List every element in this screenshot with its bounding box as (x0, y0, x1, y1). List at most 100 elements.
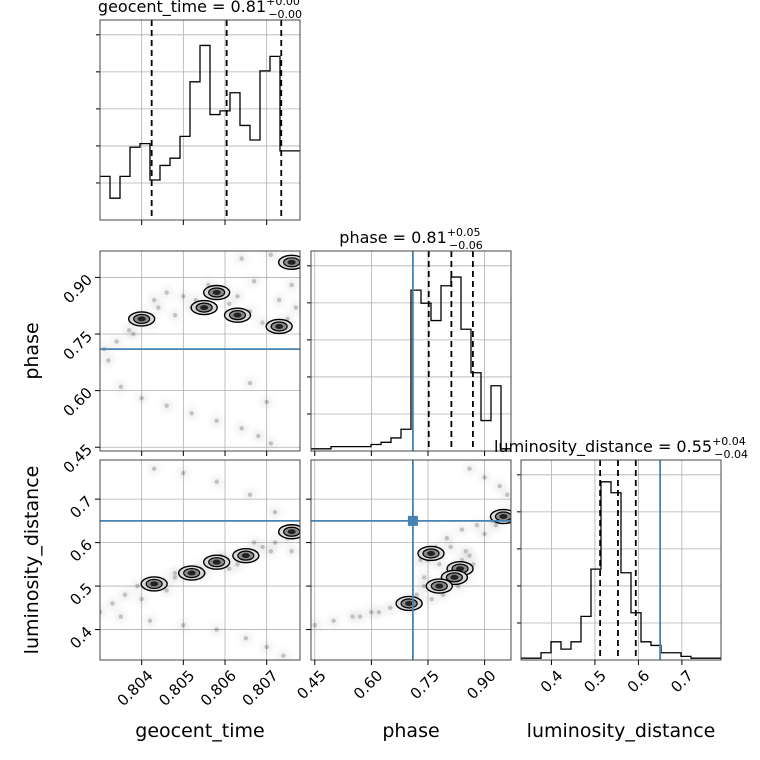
contour-core (287, 529, 296, 535)
x-tick-label: 0.7 (667, 667, 697, 697)
density-blob (127, 328, 140, 341)
density-blob (210, 414, 223, 427)
density-blob (248, 536, 261, 549)
x-tick-label: 0.60 (350, 667, 386, 703)
density-blob (160, 286, 173, 299)
contour-core (150, 581, 159, 587)
density-blob (110, 335, 123, 348)
panel-frame (310, 459, 512, 661)
contour-core (212, 559, 221, 565)
density-blob (273, 294, 286, 307)
density-blob (131, 580, 144, 593)
panel-frame (99, 19, 301, 221)
density-blob (177, 619, 190, 632)
density-blob (463, 462, 476, 475)
y-tick-label: 0.60 (60, 384, 96, 420)
density-blob (252, 429, 265, 442)
contour-core (427, 550, 435, 556)
scatter-panel-phase-vs-geocent_time (99, 250, 301, 452)
density-blob (100, 606, 106, 619)
histogram-geocent_time (100, 44, 300, 199)
density-blob (119, 588, 131, 601)
y-axis-label-phase: phase (21, 322, 43, 379)
density-blob (264, 545, 277, 558)
density-blob (354, 610, 367, 623)
density-blob (177, 290, 190, 303)
title-luminosity_distance: luminosity_distance = 0.55+0.04 −0.04 (494, 435, 748, 461)
contour-core (187, 570, 196, 576)
contour-core (275, 323, 284, 329)
density-blob (244, 377, 256, 390)
y-tick-label: 0.90 (60, 271, 96, 307)
panel-frame (99, 250, 301, 452)
panel-frame (99, 459, 301, 661)
x-tick-label: 0.90 (463, 667, 499, 703)
density-blob (372, 606, 385, 619)
density-blob (106, 597, 119, 610)
hist-panel-phase: phase = 0.81+0.05 −0.06 (307, 226, 512, 452)
density-blob (114, 380, 127, 393)
contour-core (212, 290, 221, 296)
density-blob (210, 475, 223, 488)
density-blob (210, 623, 223, 636)
x-tick-label: 0.45 (293, 667, 329, 703)
histogram-phase (311, 276, 511, 450)
density-blob (264, 437, 277, 450)
density-blob (444, 540, 457, 553)
density-blob (493, 480, 506, 493)
y-tick-label: 0.5 (66, 579, 96, 609)
scatter-panel-luminosity_distance-vs-geocent_time (99, 459, 301, 661)
contour-core (450, 574, 459, 580)
x-tick-label: 0.806 (197, 667, 240, 710)
density-blob (248, 275, 261, 288)
density-blob (144, 614, 156, 627)
histogram-luminosity_distance (521, 481, 721, 659)
density-blob (418, 571, 431, 584)
density-blob (239, 632, 252, 645)
density-blob (478, 471, 491, 484)
density-blob (384, 601, 397, 614)
density-blob (160, 399, 173, 412)
y-axis-label-luminosity_distance: luminosity_distance (21, 466, 43, 655)
density-blob (256, 316, 269, 329)
density-blob (311, 619, 321, 632)
y-tick-label: 0.45 (60, 441, 96, 477)
x-tick-label: 0.75 (407, 667, 443, 703)
panel-frame (310, 250, 512, 452)
density-blob (269, 506, 281, 519)
x-axis-label-geocent_time: geocent_time (135, 720, 264, 742)
contour-core (456, 566, 465, 572)
density-blob (135, 392, 148, 405)
y-tick-label: 0.6 (66, 536, 96, 566)
density-blob (433, 558, 446, 571)
density-blob (135, 593, 148, 606)
density-blob (114, 610, 127, 623)
title-geocent_time: geocent_time = 0.81+0.00 −0.00 (98, 0, 302, 21)
x-tick-label: 0.805 (155, 667, 198, 710)
density-blob (327, 614, 340, 627)
density-blob (277, 649, 290, 660)
density-blob (223, 297, 236, 310)
density-blob (264, 251, 277, 261)
density-blob (235, 422, 248, 435)
y-tick-label: 0.4 (66, 623, 96, 653)
contour-core (241, 553, 250, 559)
x-axis-label-luminosity_distance: luminosity_distance (527, 720, 716, 742)
density-blob (244, 488, 256, 501)
density-blob (459, 545, 472, 558)
x-axis-label-phase: phase (382, 720, 439, 742)
hist-panel-geocent_time: geocent_time = 0.81+0.00 −0.00 (96, 0, 302, 221)
density-blob (177, 467, 190, 480)
contour-core (405, 600, 414, 606)
density-blob (260, 395, 273, 408)
title-phase: phase = 0.81+0.05 −0.06 (339, 226, 482, 252)
density-blob (455, 523, 468, 536)
density-blob (148, 462, 161, 475)
contour-core (499, 514, 508, 520)
density-blob (169, 309, 181, 322)
panel-frame (520, 459, 722, 661)
contour-core (287, 259, 296, 265)
scatter-panel-luminosity_distance-vs-phase (310, 459, 512, 661)
x-tick-label: 0.807 (239, 667, 282, 710)
